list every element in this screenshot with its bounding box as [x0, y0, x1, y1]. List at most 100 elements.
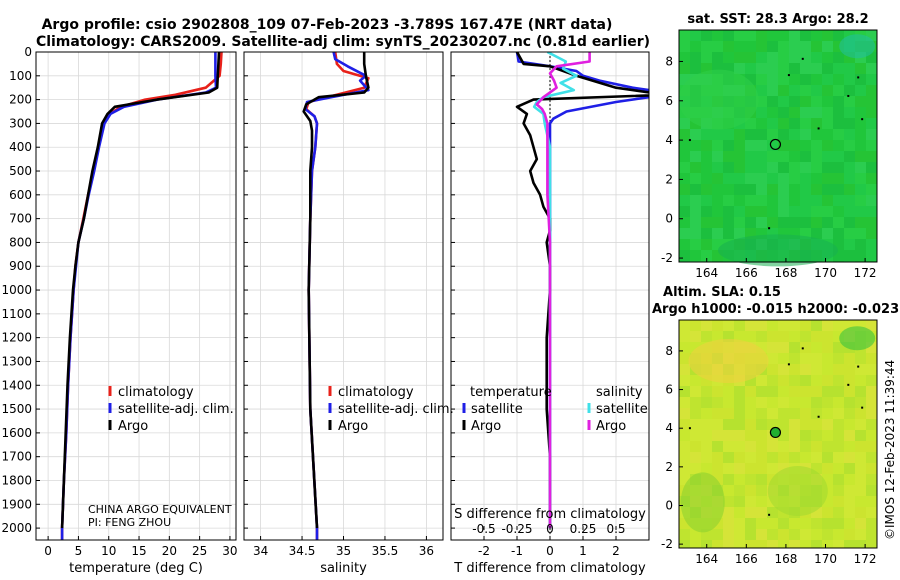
map-cell — [844, 375, 855, 386]
map-cell — [778, 452, 789, 463]
map-cell — [822, 184, 833, 195]
map-cell — [844, 419, 855, 430]
x-tick-label: 164 — [695, 266, 718, 280]
map-cell — [789, 397, 800, 408]
x-tick-label: 15 — [131, 544, 146, 558]
map-cell — [679, 397, 690, 408]
map-cell — [734, 496, 745, 507]
map-cell — [811, 540, 822, 548]
map-cell — [800, 63, 811, 74]
map-cell — [855, 507, 866, 518]
map-cell — [767, 140, 778, 151]
map-cell — [844, 441, 855, 452]
map-cell — [811, 364, 822, 375]
map-cell — [855, 540, 866, 548]
map-cell — [822, 452, 833, 463]
map-cell — [855, 353, 866, 364]
map-cell — [778, 441, 789, 452]
map-cell — [767, 386, 778, 397]
map-cell — [811, 217, 822, 228]
map-blob — [767, 466, 828, 516]
map-cell — [690, 206, 701, 217]
map-cell — [822, 162, 833, 173]
map-cell — [866, 463, 877, 474]
map-cell — [833, 507, 844, 518]
map-cell — [833, 195, 844, 206]
map-cell — [679, 518, 690, 529]
x-tick-label: 0 — [44, 544, 52, 558]
map-cell — [679, 184, 690, 195]
map-cell — [778, 419, 789, 430]
map-cell — [855, 452, 866, 463]
map-cell — [734, 162, 745, 173]
map-cell — [833, 140, 844, 151]
map-cell — [712, 129, 723, 140]
map-cell — [701, 463, 712, 474]
map-cell — [756, 441, 767, 452]
map-cell — [679, 320, 690, 331]
map-cell — [833, 206, 844, 217]
sla-map-panel: 164 166 168 170 172 8 6 4 2 0 -2 — [661, 319, 878, 566]
map-cell — [778, 129, 789, 140]
map-cell — [679, 140, 690, 151]
map-cell — [712, 430, 723, 441]
map-cell — [833, 320, 844, 331]
map-cell — [756, 518, 767, 529]
map-cell — [756, 52, 767, 63]
map-cell — [789, 30, 800, 41]
map-cell — [822, 217, 833, 228]
map-cell — [789, 342, 800, 353]
map-cell — [811, 74, 822, 85]
temperature-panel: 0 5 10 15 20 25 30 temperature (deg C) 0 100 200 30… — [1, 45, 237, 576]
x-tick-label: -1 — [511, 544, 523, 558]
map-cell — [734, 397, 745, 408]
map-cell — [767, 85, 778, 96]
map-cell — [734, 217, 745, 228]
map-cell — [734, 408, 745, 419]
series-line-climatology — [60, 52, 223, 540]
map-cell — [844, 206, 855, 217]
map-cell — [712, 63, 723, 74]
map-cell — [734, 540, 745, 548]
map-cell — [855, 397, 866, 408]
y-tick-label: 1800 — [1, 473, 32, 487]
map-cell — [679, 173, 690, 184]
map-cell — [800, 320, 811, 331]
x-tick-label: 170 — [814, 266, 837, 280]
map-cell — [690, 452, 701, 463]
argo-position-marker — [769, 426, 782, 439]
map-cell — [811, 397, 822, 408]
map-cell — [778, 463, 789, 474]
salinity-panel: 34 34.5 35 35.5 36 salinity climatology satelli… — [243, 51, 454, 576]
map-cell — [844, 85, 855, 96]
map-cell — [789, 63, 800, 74]
x-tick-label: -2 — [478, 544, 490, 558]
map-cell — [745, 30, 756, 41]
map-cell — [679, 375, 690, 386]
map-cell — [789, 96, 800, 107]
map-cell — [712, 529, 723, 540]
map-cell — [822, 52, 833, 63]
map-cell — [690, 441, 701, 452]
map-cell — [679, 441, 690, 452]
legend-label: climatology — [118, 385, 194, 400]
y-tick-label: 1300 — [1, 354, 32, 368]
map-cell — [745, 474, 756, 485]
x-tick-label: 164 — [695, 552, 718, 566]
map-cell — [756, 129, 767, 140]
map-cell — [811, 430, 822, 441]
y-tick-label: 1500 — [1, 402, 32, 416]
map-cell — [745, 463, 756, 474]
map-cell — [690, 228, 701, 239]
map-cell — [778, 228, 789, 239]
map-cell — [833, 364, 844, 375]
map-cell — [844, 63, 855, 74]
map-cell — [712, 30, 723, 41]
map-cell — [701, 239, 712, 250]
map-cell — [701, 441, 712, 452]
map-cell — [800, 364, 811, 375]
map-cell — [844, 140, 855, 151]
map-cell — [723, 430, 734, 441]
map-cell — [778, 217, 789, 228]
map-cell — [833, 441, 844, 452]
